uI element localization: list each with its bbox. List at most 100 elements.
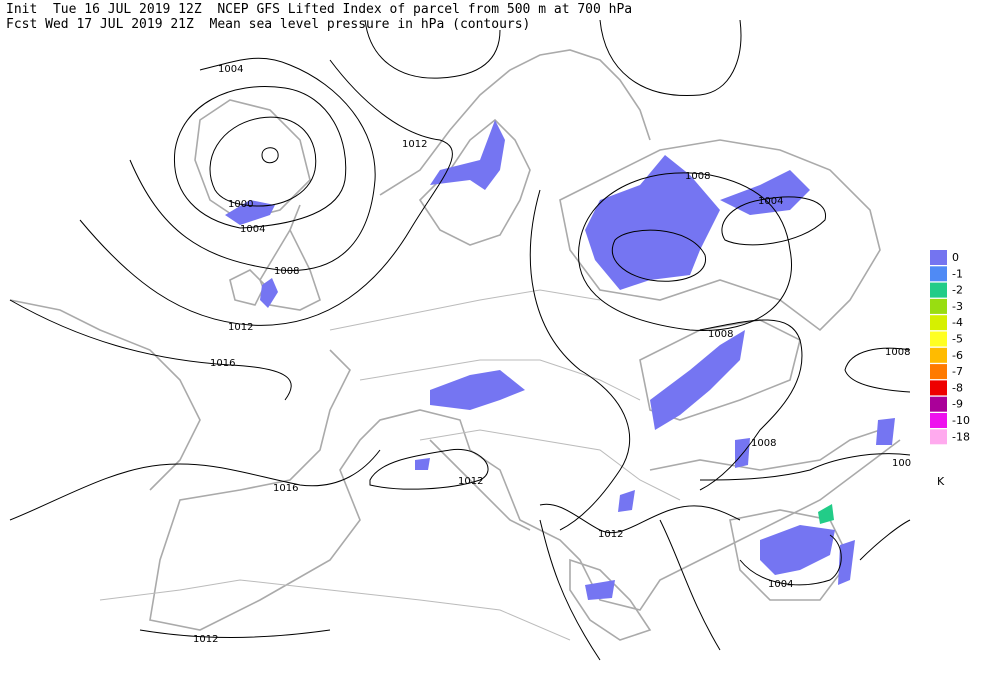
legend-swatch — [930, 413, 947, 428]
contour-line — [9, 449, 381, 521]
coastline — [149, 349, 901, 631]
pressure-contours — [9, 19, 911, 661]
legend-label: -1 — [952, 267, 963, 280]
contour-line — [364, 19, 501, 79]
legend-label: -10 — [952, 414, 970, 427]
contour-label: 1012 — [458, 476, 483, 487]
contour-line — [599, 19, 742, 97]
border — [359, 359, 641, 401]
legend-label: -6 — [952, 349, 963, 362]
coastline — [229, 269, 266, 306]
coastline — [649, 429, 881, 471]
contour-label: 1004 — [758, 196, 783, 207]
legend-swatch — [930, 347, 947, 363]
coastline — [559, 139, 881, 332]
contour-label: 1008 — [274, 266, 299, 277]
contour-label: 1004 — [768, 579, 793, 590]
contour-line — [529, 189, 631, 531]
contour-line — [844, 347, 911, 393]
header-line: Init Tue 16 JUL 2019 12Z NCEP GFS Lifted… — [6, 2, 632, 17]
border — [419, 429, 681, 501]
contour-line — [578, 172, 792, 331]
contour-label: 1012 — [598, 529, 623, 540]
coastline — [194, 99, 311, 221]
contour-label: 1012 — [402, 139, 427, 150]
legend-label: -5 — [952, 333, 963, 346]
li-area — [838, 540, 855, 585]
legend-swatch — [930, 315, 947, 331]
contour-labels: 1004 1012 1000 1004 1008 1012 1016 1008 … — [193, 64, 911, 645]
legend-unit: K — [937, 475, 945, 488]
contour-line — [859, 519, 911, 561]
contour-label: 1008 — [751, 438, 776, 449]
li-area — [430, 120, 505, 190]
contour-label: 100 — [892, 458, 911, 469]
li-area — [818, 504, 834, 524]
coastline — [729, 509, 851, 601]
li-area — [585, 580, 615, 600]
coastline — [259, 204, 321, 311]
legend-swatch — [930, 429, 947, 445]
contour-line — [539, 519, 601, 661]
li-area — [650, 330, 745, 430]
contour-label: 1000 — [228, 199, 253, 210]
li-area — [585, 155, 720, 290]
contour-label: 1008 — [685, 171, 710, 182]
lifted-index-areas — [225, 120, 895, 600]
contour-line — [209, 116, 317, 207]
legend-swatch — [930, 298, 947, 314]
contour-line — [659, 519, 721, 651]
li-area — [260, 278, 278, 308]
contour-line — [369, 448, 489, 490]
legend-label: 0 — [952, 251, 959, 264]
li-area — [720, 170, 810, 215]
contour-label: 1008 — [708, 329, 733, 340]
legend: 0 -1 -2 -3 -4 -5 -6 -7 -8 -9 -10 -18 — [930, 250, 970, 445]
legend-label: -4 — [952, 316, 963, 329]
contour-label: 1016 — [210, 358, 235, 369]
legend-swatch — [930, 396, 947, 412]
legend-label: -2 — [952, 284, 963, 297]
legend-swatch — [930, 331, 947, 347]
legend-swatch — [930, 266, 947, 282]
contour-label: 1012 — [193, 634, 218, 645]
coastline — [418, 118, 531, 246]
contour-line — [129, 57, 376, 271]
legend-label: -7 — [952, 365, 963, 378]
contour-label: 1016 — [273, 483, 298, 494]
li-area — [760, 525, 835, 575]
li-area — [876, 418, 895, 445]
li-area — [430, 370, 525, 410]
coastline — [429, 439, 531, 531]
contour-line — [612, 229, 706, 282]
contour-line — [539, 503, 741, 534]
legend-swatch — [930, 380, 947, 396]
legend-label: -3 — [952, 300, 963, 313]
legend-swatch — [930, 282, 947, 298]
coastline — [569, 558, 652, 641]
li-area — [415, 458, 430, 470]
contour-line — [699, 319, 803, 491]
legend-swatch — [930, 250, 947, 265]
coastlines — [9, 49, 901, 641]
contour-label: 1004 — [240, 224, 265, 235]
contour-line — [261, 147, 279, 164]
coastline — [9, 299, 201, 491]
contour-line — [9, 299, 292, 401]
legend-label: -8 — [952, 381, 963, 394]
contour-line — [739, 534, 842, 586]
contour-line — [699, 453, 911, 481]
contour-line — [721, 196, 826, 246]
li-area — [618, 490, 635, 512]
legend-label: -18 — [952, 430, 970, 443]
legend-label: -9 — [952, 398, 963, 411]
header-line: Fcst Wed 17 JUL 2019 21Z Mean sea level … — [6, 17, 530, 32]
contour-label: 1008 — [885, 347, 910, 358]
contour-line — [173, 86, 347, 229]
contour-label: 1012 — [228, 322, 253, 333]
border — [99, 579, 571, 641]
legend-swatch — [930, 364, 947, 380]
border — [329, 289, 601, 331]
